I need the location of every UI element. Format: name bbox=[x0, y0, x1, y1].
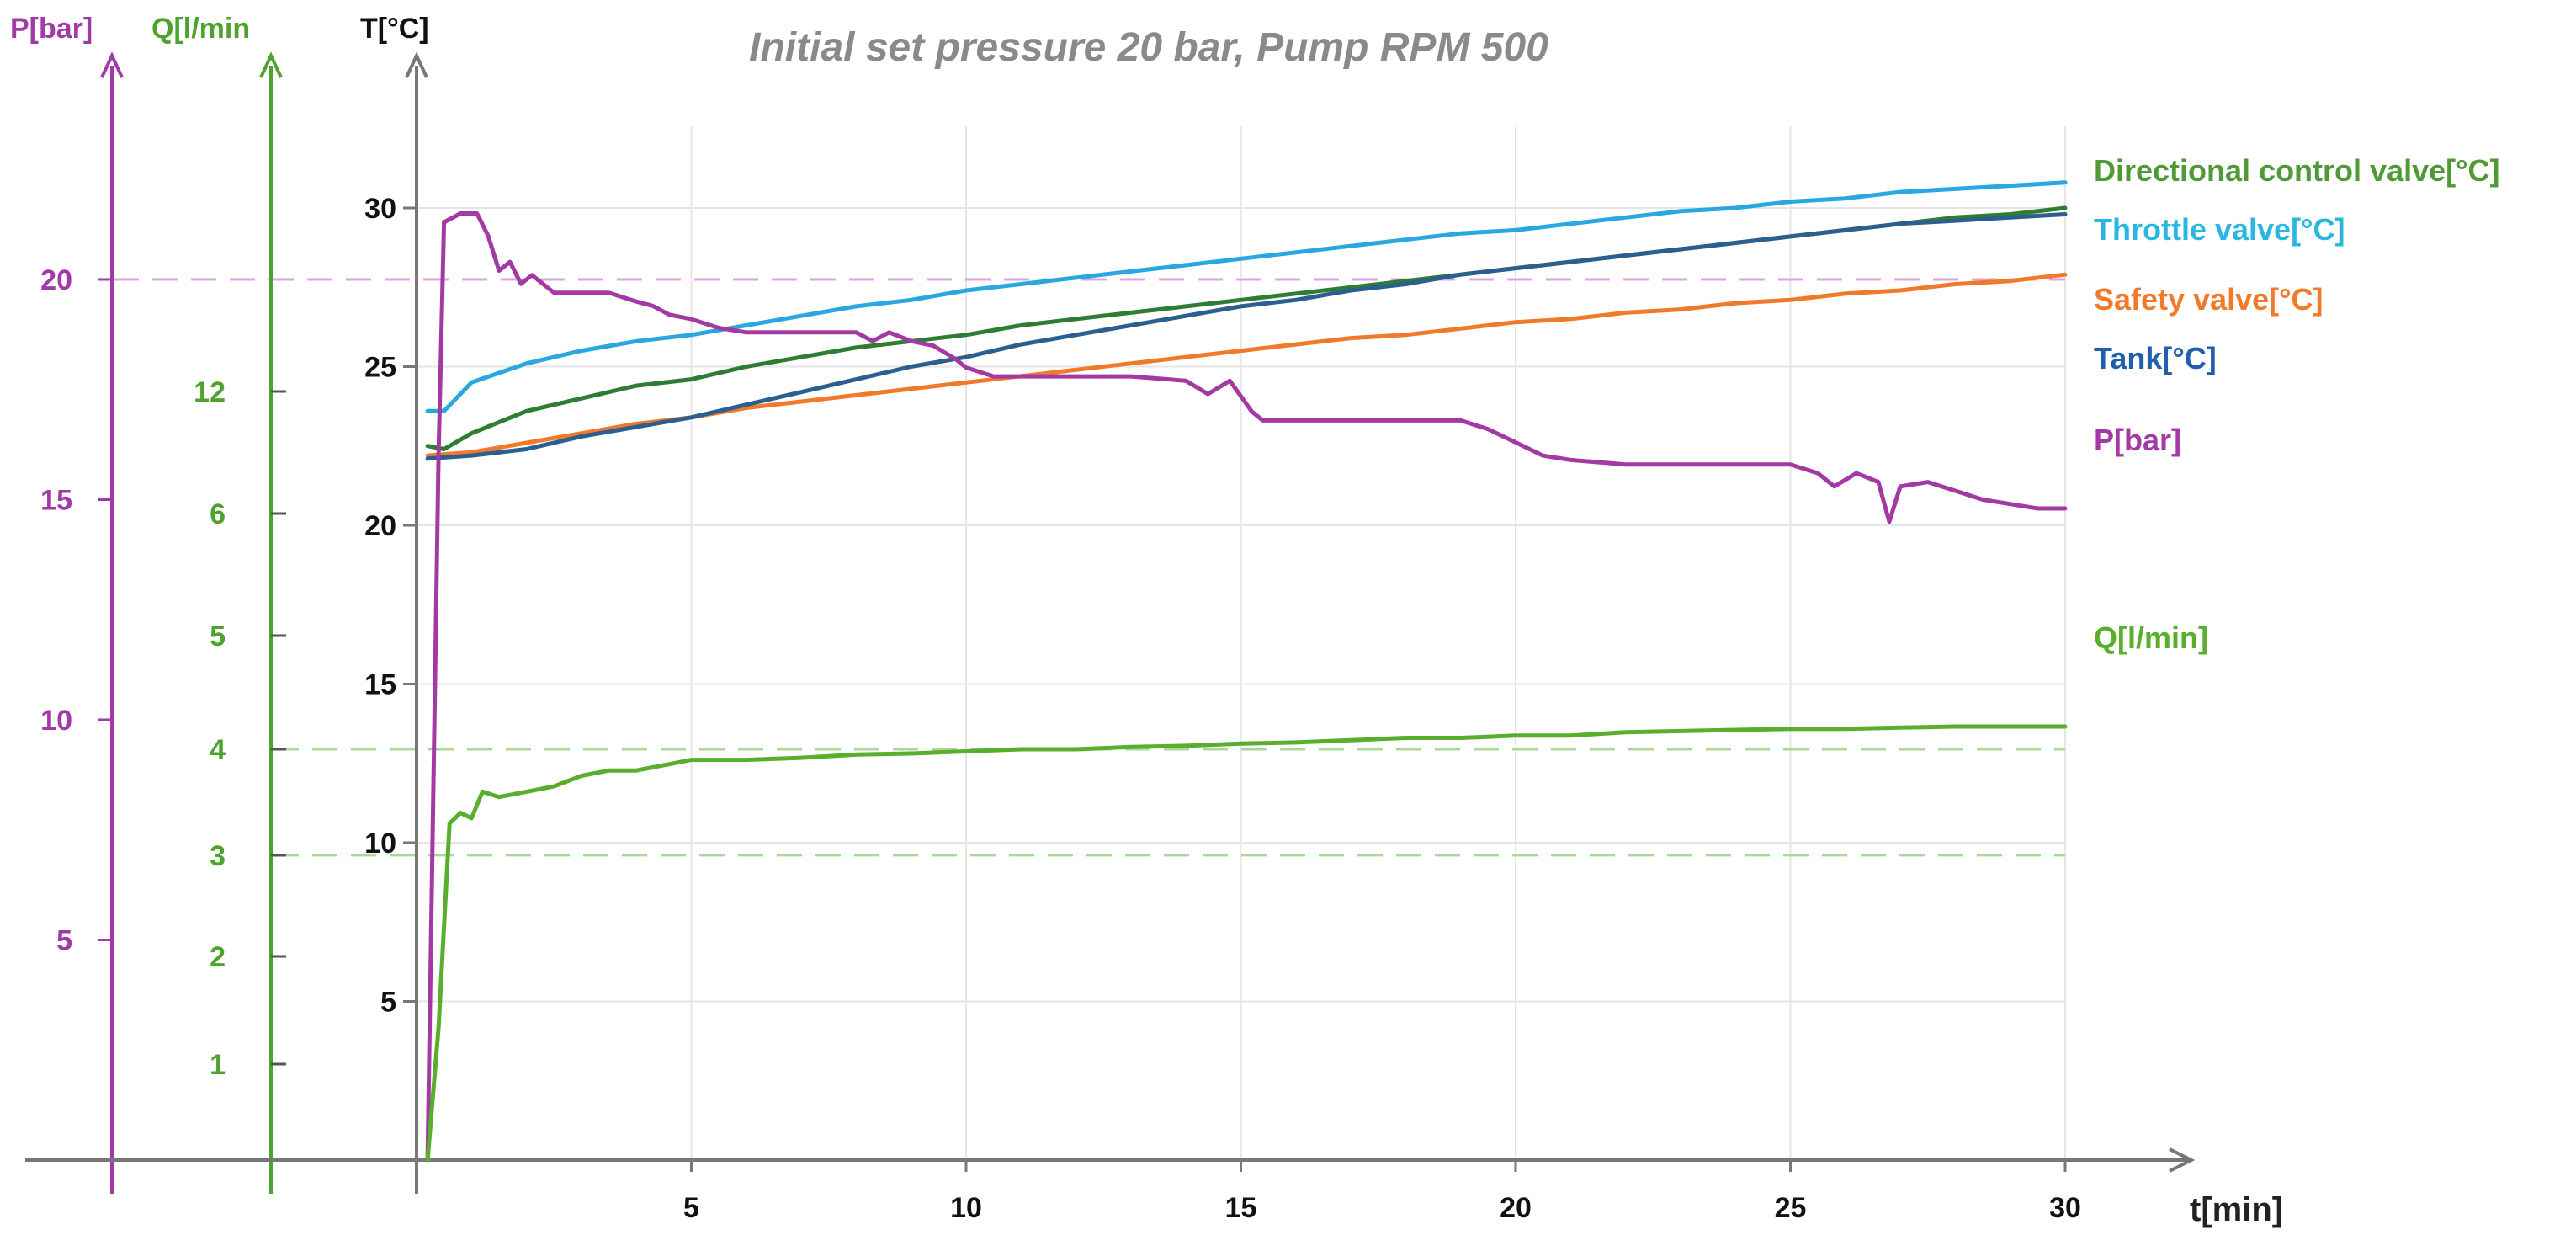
p-tick-label-5: 5 bbox=[56, 925, 72, 957]
t-tick-label-30: 30 bbox=[364, 193, 396, 225]
p-tick-label-20: 20 bbox=[40, 264, 72, 296]
series-layer bbox=[425, 180, 2068, 1163]
x-tick-label-5: 5 bbox=[683, 1192, 699, 1224]
t-tick-label-25: 25 bbox=[364, 352, 396, 384]
series-line-4 bbox=[425, 211, 2068, 1163]
q-tick-label-1: 1 bbox=[210, 1049, 226, 1081]
flow-axis-arrow bbox=[259, 51, 283, 78]
x-axis-arrow bbox=[2169, 1147, 2196, 1173]
series-line-2 bbox=[425, 272, 2068, 458]
series-line-1 bbox=[425, 180, 2068, 413]
q-tick-label-2: 2 bbox=[210, 941, 226, 973]
pressure-axis-arrow bbox=[100, 51, 124, 78]
x-tick-label-25: 25 bbox=[1775, 1192, 1807, 1224]
x-tick-label-10: 10 bbox=[950, 1192, 982, 1224]
legend-label-0: Directional control valve[°C] bbox=[2094, 153, 2500, 188]
chart-title: Initial set pressure 20 bar, Pump RPM 50… bbox=[749, 25, 1548, 70]
q-tick-label-6: 6 bbox=[210, 498, 226, 530]
temperature-axis-title: T[°C] bbox=[360, 13, 429, 45]
labels: 5 10 15 20 25 3051015202530510152012345612Dir… bbox=[40, 153, 2499, 1224]
x-tick-label-20: 20 bbox=[1500, 1192, 1532, 1224]
series-line-3 bbox=[425, 212, 2068, 461]
q-tick-label-12: 12 bbox=[194, 376, 226, 408]
legend-label-4: P[bar] bbox=[2094, 423, 2181, 457]
t-tick-label-15: 15 bbox=[364, 669, 396, 701]
series-line-5 bbox=[425, 724, 2068, 1163]
series-line-0 bbox=[425, 205, 2068, 451]
flow-axis-title: Q[l/min bbox=[151, 13, 250, 45]
pressure-axis-title: P[bar] bbox=[10, 13, 93, 45]
t-tick-label-5: 5 bbox=[380, 987, 396, 1019]
t-tick-label-10: 10 bbox=[364, 828, 396, 860]
p-tick-label-15: 15 bbox=[40, 485, 72, 517]
x-axis-title: t[min] bbox=[2190, 1191, 2283, 1228]
legend-label-1: Throttle valve[°C] bbox=[2094, 212, 2345, 247]
reference-lines bbox=[114, 278, 2065, 857]
q-tick-label-3: 3 bbox=[210, 840, 226, 872]
legend-label-3: Tank[°C] bbox=[2094, 341, 2217, 375]
x-tick-label-15: 15 bbox=[1225, 1192, 1257, 1224]
legend-label-2: Safety valve[°C] bbox=[2094, 282, 2324, 317]
q-tick-label-5: 5 bbox=[210, 620, 226, 652]
q-tick-label-4: 4 bbox=[210, 734, 226, 766]
t-tick-label-20: 20 bbox=[364, 510, 396, 542]
axes bbox=[25, 51, 2196, 1194]
x-tick-label-30: 30 bbox=[2049, 1192, 2081, 1224]
grid bbox=[417, 126, 2066, 1160]
temperature-axis-arrow bbox=[405, 51, 428, 78]
legend-label-5: Q[l/min] bbox=[2094, 620, 2208, 655]
p-tick-label-10: 10 bbox=[40, 705, 72, 737]
